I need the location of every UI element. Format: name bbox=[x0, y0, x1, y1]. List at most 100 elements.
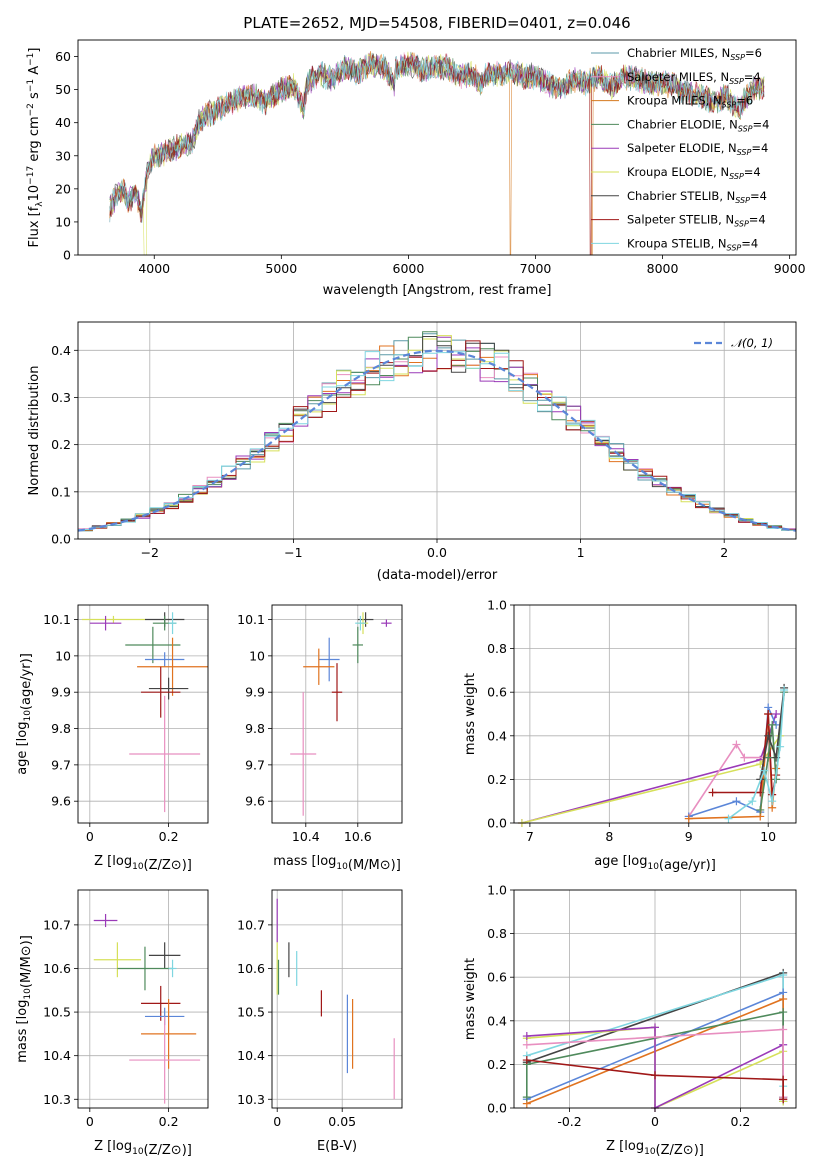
x-tick-label: 2 bbox=[720, 545, 728, 560]
label-part: Z [ bbox=[94, 854, 112, 869]
y-tick-label: 0.8 bbox=[487, 641, 507, 656]
y-tick-label: 9.7 bbox=[245, 757, 265, 772]
label-subscript: 10 bbox=[132, 1147, 144, 1157]
label-part: log bbox=[112, 854, 132, 869]
y-tick-label: 10.6 bbox=[43, 961, 71, 976]
y-tick-label: 9.9 bbox=[51, 685, 71, 700]
y-tick-label: 60 bbox=[55, 49, 71, 64]
x-tick-label: 7000 bbox=[520, 261, 552, 276]
normal-curve bbox=[77, 349, 797, 532]
label-part: (M/M⊙)] bbox=[19, 935, 34, 988]
plus-marker bbox=[732, 797, 741, 806]
legend-nssp: =6 bbox=[736, 94, 753, 108]
legend-series-name: Kroupa MILES, N bbox=[627, 94, 722, 108]
legend-entry: 𝒩(0, 1) bbox=[731, 336, 773, 350]
y-tick-label: 0.6 bbox=[487, 685, 507, 700]
histogram-step bbox=[78, 340, 796, 531]
legend-series-name: Salpeter STELIB, N bbox=[627, 213, 734, 227]
label-part: log bbox=[628, 854, 648, 869]
y-tick-label: 50 bbox=[55, 82, 71, 97]
plus-marker bbox=[768, 797, 777, 806]
x-axis-label: E(B-V) bbox=[317, 1139, 357, 1154]
y-tick-label: 0.2 bbox=[487, 1057, 507, 1072]
mass-weight-line bbox=[526, 1059, 784, 1100]
y-tick-label: 9.8 bbox=[51, 721, 71, 736]
y-tick-label: 30 bbox=[55, 148, 71, 163]
x-tick-label: 8 bbox=[605, 829, 613, 844]
y-axis-label-part: A bbox=[27, 66, 42, 79]
y-axis-label: Flux [fλ10−17 erg cm−2 s−1 A−1] bbox=[26, 48, 45, 248]
x-tick-label: 8000 bbox=[647, 261, 679, 276]
mass-vs-z-panel: 0 0.210.310.410.510.610.7Z [log10(Z/Z⊙)]m… bbox=[15, 889, 209, 1158]
plus-marker bbox=[740, 753, 749, 762]
y-tick-label: 0 bbox=[63, 248, 71, 263]
x-tick-label: 0 bbox=[86, 1114, 94, 1129]
plus-marker bbox=[764, 731, 773, 740]
legend-nssp: =4 bbox=[741, 236, 758, 250]
x-tick-label: 0 bbox=[86, 829, 94, 844]
y-tick-label: 0.0 bbox=[487, 816, 507, 831]
y-tick-label: 0.8 bbox=[487, 926, 507, 941]
x-tick-label: 0.0 bbox=[427, 545, 447, 560]
label-subscript: 10 bbox=[23, 710, 33, 722]
y-tick-label: 10.3 bbox=[237, 1092, 265, 1107]
y-tick-label: 0.2 bbox=[51, 437, 71, 452]
y-tick-label: 0.4 bbox=[51, 343, 71, 358]
y-tick-label: 10.7 bbox=[43, 917, 71, 932]
legend-entry: Kroupa ELODIE, NSSP=4 bbox=[627, 165, 761, 181]
y-tick-label: 0.4 bbox=[487, 1013, 507, 1028]
x-tick-label: 0.2 bbox=[731, 1114, 751, 1129]
axes-frame bbox=[77, 39, 797, 256]
plus-marker bbox=[779, 995, 788, 1003]
plus-marker bbox=[776, 742, 785, 751]
label-part: Z [ bbox=[94, 1139, 112, 1154]
y-tick-label: 40 bbox=[55, 115, 71, 130]
y-tick-label: 10 bbox=[249, 648, 265, 663]
label-part: log bbox=[112, 1139, 132, 1154]
legend-series-name: Kroupa STELIB, N bbox=[627, 236, 727, 250]
y-axis-label-part: s bbox=[27, 92, 42, 103]
axes-frame bbox=[271, 604, 403, 824]
x-tick-label: 0.2 bbox=[159, 829, 179, 844]
label-part: (Z/Z⊙)] bbox=[144, 1143, 192, 1158]
plus-marker bbox=[760, 766, 769, 775]
x-tick-label: 1 bbox=[577, 545, 585, 560]
x-tick-label: 10 bbox=[760, 829, 776, 844]
plus-marker bbox=[772, 710, 781, 718]
plus-marker bbox=[756, 805, 765, 814]
x-tick-label: 7 bbox=[526, 829, 534, 844]
plus-marker bbox=[684, 814, 693, 823]
plus-marker bbox=[779, 971, 788, 980]
x-tick-label: 5000 bbox=[265, 261, 297, 276]
legend-subscript: SSP bbox=[738, 124, 753, 133]
label-subscript: 10 bbox=[647, 862, 659, 872]
spectrum-line bbox=[109, 52, 765, 218]
legend-series-name: Chabrier MILES, N bbox=[627, 46, 730, 60]
y-tick-label: 20 bbox=[55, 181, 71, 196]
y-tick-label: 9.7 bbox=[51, 757, 71, 772]
y-tick-label: 10.1 bbox=[43, 612, 71, 627]
plus-marker bbox=[779, 1075, 788, 1084]
legend-series-name: Kroupa ELODIE, N bbox=[627, 165, 729, 179]
x-axis-label: mass [log10(M/M⊙)] bbox=[273, 854, 401, 873]
y-tick-label: 10.7 bbox=[237, 917, 265, 932]
plus-marker bbox=[764, 710, 773, 718]
y-tick-label: 0.2 bbox=[487, 772, 507, 787]
plus-marker bbox=[522, 1093, 531, 1102]
spectrum-panel: 4000 5000 6000 7000 8000 9000 0 10 20 30 40 50 60 wav… bbox=[26, 39, 806, 298]
x-axis-label: wavelength [Angstrom, rest frame] bbox=[323, 283, 552, 298]
plus-marker bbox=[779, 1008, 788, 1017]
plus-marker bbox=[748, 797, 757, 806]
x-axis-label: Z [log10(Z/Z⊙)] bbox=[94, 854, 192, 873]
legend-subscript: SSP bbox=[735, 196, 750, 205]
legend-nssp: =4 bbox=[749, 213, 766, 227]
legend-entry: Chabrier STELIB, NSSP=4 bbox=[627, 189, 767, 205]
label-subscript: 10 bbox=[23, 988, 33, 1000]
legend-entry: Salpeter MILES, NSSP=4 bbox=[627, 70, 761, 86]
mass-vs-ebv-panel: 0 0.05 10.3 10.4 10.5 10.6 10.7 E(B-V) bbox=[237, 889, 403, 1154]
x-tick-label: −1 bbox=[284, 545, 302, 560]
y-tick-label: 10.1 bbox=[237, 612, 265, 627]
y-axis-label-part: −2 bbox=[26, 103, 36, 116]
